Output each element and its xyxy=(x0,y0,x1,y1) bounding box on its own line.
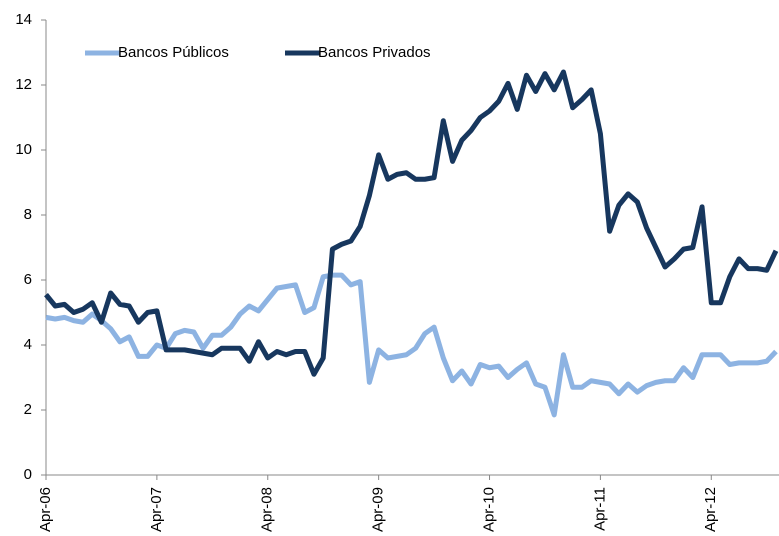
x-tick-label: Apr-07 xyxy=(148,487,165,532)
y-tick-label: 12 xyxy=(15,76,32,93)
y-tick-label: 4 xyxy=(24,336,32,353)
y-tick-label: 6 xyxy=(24,271,32,288)
y-tick-label: 14 xyxy=(15,11,32,28)
x-tick-label: Apr-06 xyxy=(37,487,54,532)
series-line xyxy=(45,272,778,418)
y-tick-label: 8 xyxy=(24,206,32,223)
y-tick-label: 0 xyxy=(24,466,32,483)
x-tick-label: Apr-11 xyxy=(591,487,608,531)
y-tick-label: 2 xyxy=(24,401,32,418)
legend-label: Bancos Públicos xyxy=(118,44,229,61)
series-line xyxy=(44,69,779,377)
x-tick-label: Apr-08 xyxy=(259,487,276,532)
y-tick-label: 10 xyxy=(15,141,32,158)
x-tick-label: Apr-10 xyxy=(480,487,497,532)
x-tick-label: Apr-12 xyxy=(702,487,719,532)
x-tick-label: Apr-09 xyxy=(370,487,387,532)
legend-label: Bancos Privados xyxy=(318,44,431,61)
